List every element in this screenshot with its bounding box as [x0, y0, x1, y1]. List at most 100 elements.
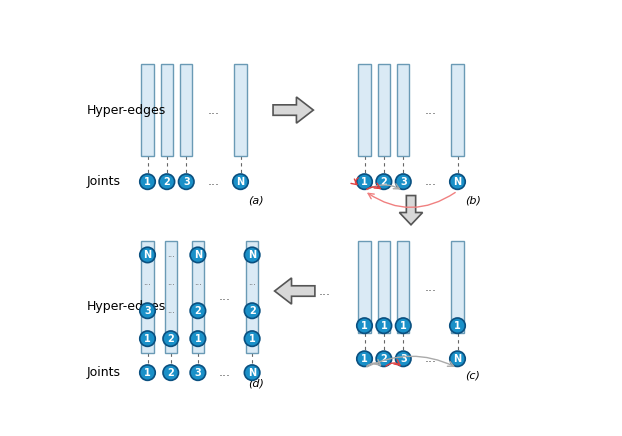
Text: 1: 1: [361, 354, 368, 364]
Circle shape: [140, 247, 156, 262]
Text: ...: ...: [167, 250, 175, 259]
Text: ...: ...: [207, 175, 220, 188]
Text: ...: ...: [207, 104, 220, 116]
Text: Joints: Joints: [87, 366, 121, 379]
Bar: [141, 241, 154, 353]
Circle shape: [140, 331, 156, 346]
Text: 3: 3: [195, 368, 202, 378]
Circle shape: [159, 174, 175, 189]
Text: ...: ...: [424, 352, 437, 365]
Bar: [192, 241, 204, 353]
Circle shape: [244, 365, 260, 380]
Text: ...: ...: [318, 285, 330, 297]
Text: ...: ...: [424, 281, 437, 294]
Text: N: N: [453, 177, 462, 187]
Circle shape: [357, 174, 372, 189]
Text: N: N: [236, 177, 244, 187]
Circle shape: [140, 365, 156, 380]
Text: N: N: [248, 250, 256, 260]
Circle shape: [163, 331, 179, 346]
Text: (a): (a): [248, 195, 264, 205]
Text: 3: 3: [400, 354, 407, 364]
Text: Hyper-edges: Hyper-edges: [87, 300, 166, 313]
Circle shape: [396, 174, 411, 189]
Text: Joints: Joints: [87, 175, 121, 188]
Text: ...: ...: [424, 104, 437, 116]
Text: ...: ...: [167, 306, 175, 315]
Polygon shape: [399, 195, 422, 225]
Circle shape: [450, 318, 465, 334]
Bar: [452, 64, 463, 156]
Bar: [378, 241, 390, 334]
Text: N: N: [248, 368, 256, 378]
Text: 1: 1: [144, 334, 151, 344]
Text: (b): (b): [465, 195, 481, 205]
Text: Hyper-edges: Hyper-edges: [87, 104, 166, 116]
Bar: [141, 64, 154, 156]
Circle shape: [244, 247, 260, 262]
Bar: [246, 241, 258, 353]
Text: 2: 2: [167, 368, 174, 378]
Circle shape: [233, 174, 248, 189]
Text: 1: 1: [249, 334, 256, 344]
Text: 1: 1: [400, 320, 407, 330]
Text: 1: 1: [195, 334, 202, 344]
Text: 1: 1: [454, 320, 461, 330]
Circle shape: [396, 318, 411, 334]
Text: (d): (d): [248, 378, 264, 388]
Polygon shape: [273, 97, 313, 123]
Bar: [397, 64, 409, 156]
Text: 2: 2: [381, 354, 388, 364]
Circle shape: [140, 174, 156, 189]
Text: 1: 1: [144, 368, 151, 378]
Text: N: N: [194, 250, 202, 260]
Circle shape: [376, 174, 392, 189]
Text: N: N: [453, 354, 462, 364]
Text: 3: 3: [400, 177, 407, 187]
Bar: [358, 241, 371, 334]
Text: N: N: [144, 250, 152, 260]
Circle shape: [357, 318, 372, 334]
Circle shape: [179, 174, 194, 189]
Circle shape: [244, 331, 260, 346]
Circle shape: [450, 174, 465, 189]
Circle shape: [190, 331, 206, 346]
Text: 3: 3: [183, 177, 190, 187]
Circle shape: [190, 247, 206, 262]
Text: ...: ...: [194, 278, 202, 287]
Text: ...: ...: [167, 278, 175, 287]
Circle shape: [140, 303, 156, 318]
Text: ...: ...: [248, 278, 256, 287]
Text: 2: 2: [195, 306, 202, 316]
Bar: [234, 64, 247, 156]
Circle shape: [376, 351, 392, 367]
Circle shape: [244, 303, 260, 318]
Bar: [358, 64, 371, 156]
Text: (c): (c): [465, 371, 480, 381]
Text: 2: 2: [249, 306, 256, 316]
Text: 2: 2: [167, 334, 174, 344]
Text: 2: 2: [164, 177, 170, 187]
Bar: [160, 64, 173, 156]
Bar: [397, 241, 409, 334]
Bar: [378, 64, 390, 156]
Text: ...: ...: [219, 290, 231, 303]
Text: 2: 2: [381, 177, 388, 187]
Bar: [165, 241, 177, 353]
Text: 1: 1: [361, 177, 368, 187]
Text: ...: ...: [144, 278, 151, 287]
Text: 1: 1: [144, 177, 151, 187]
Polygon shape: [274, 278, 315, 304]
Bar: [452, 241, 463, 334]
Circle shape: [396, 351, 411, 367]
Text: 1: 1: [361, 320, 368, 330]
Text: ...: ...: [424, 175, 437, 188]
Text: 3: 3: [144, 306, 151, 316]
Circle shape: [450, 351, 465, 367]
Circle shape: [163, 365, 179, 380]
Text: 1: 1: [381, 320, 388, 330]
Circle shape: [357, 351, 372, 367]
Text: ...: ...: [219, 366, 231, 379]
Circle shape: [376, 318, 392, 334]
Circle shape: [190, 365, 206, 380]
